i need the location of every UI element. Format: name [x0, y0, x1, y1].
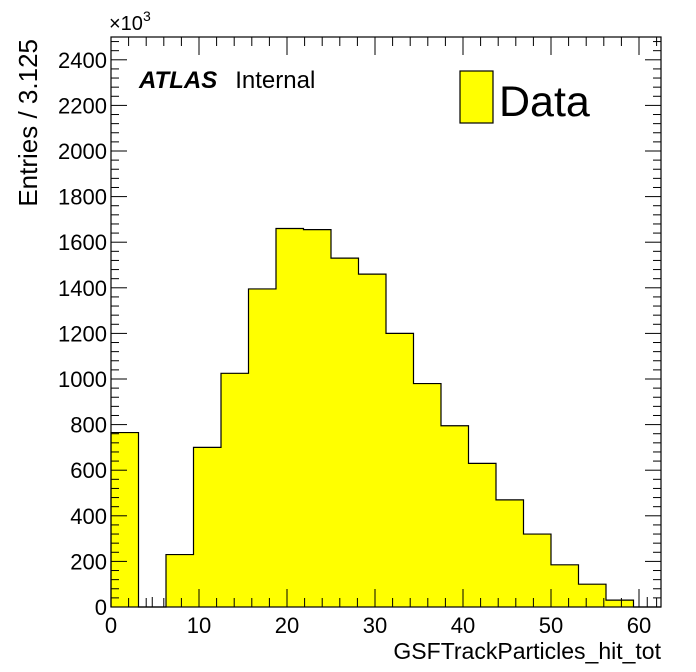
atlas-label-status: Internal: [235, 67, 315, 94]
x-tick-label: 50: [539, 613, 563, 638]
histogram-bar: [111, 432, 139, 607]
histogram-bar: [193, 447, 221, 607]
histogram-bar: [496, 499, 524, 607]
x-tick-label: 30: [363, 613, 387, 638]
y-axis-label: Entries / 3.125: [13, 39, 43, 207]
y-tick-label: 800: [70, 413, 107, 438]
histogram-bar: [468, 463, 496, 607]
legend: Data: [459, 70, 590, 126]
histogram-bar: [578, 584, 606, 607]
x-tick-label: 0: [105, 613, 117, 638]
histogram-bar: [523, 534, 551, 607]
x-axis-ticks: 0 10 20 30 40 50 60: [105, 37, 658, 638]
histogram-outline: [110, 227, 661, 608]
y-tick-label: 600: [70, 458, 107, 483]
y-tick-label: 2200: [58, 93, 107, 118]
histogram-bar: [276, 228, 304, 607]
y-tick-label: 1000: [58, 367, 107, 392]
y-tick-label: 1400: [58, 276, 107, 301]
x-tick-label: 10: [187, 613, 211, 638]
x-axis-label: GSFTrackParticles_hit_tot: [393, 638, 661, 664]
histogram-bar: [606, 600, 634, 607]
histogram-bar: [441, 425, 469, 607]
histogram-bar: [221, 373, 249, 607]
histogram-bar: [551, 564, 579, 607]
y-tick-label: 1600: [58, 230, 107, 255]
x-tick-label: 20: [275, 613, 299, 638]
atlas-label-bold: ATLAS: [138, 67, 217, 94]
y-tick-label: 0: [95, 595, 107, 620]
x-tick-label: 40: [451, 613, 475, 638]
y-tick-label: 2000: [58, 139, 107, 164]
y-tick-label: 200: [70, 549, 107, 574]
y-tick-label: 1200: [58, 321, 107, 346]
histogram-bars: [110, 227, 661, 608]
histogram-bar: [303, 229, 331, 607]
histogram-bar: [248, 288, 276, 607]
x-tick-label: 60: [627, 613, 651, 638]
y-tick-label: 400: [70, 504, 107, 529]
y-axis-exponent: ×103: [109, 8, 151, 35]
histogram-bar: [358, 274, 386, 607]
legend-label: Data: [499, 78, 590, 126]
histogram-bar: [331, 258, 359, 607]
plot-frame: [110, 36, 662, 608]
histogram-bar: [386, 333, 414, 607]
atlas-label: ATLAS Internal: [138, 67, 315, 94]
histogram-bar: [166, 554, 194, 607]
legend-swatch: [459, 70, 494, 124]
y-tick-label: 1800: [58, 185, 107, 210]
histogram-bar: [413, 383, 441, 607]
y-axis-ticks: 0 200 400 600 800 1000 1200 1400 1600 1800 2000 220…: [58, 41, 661, 620]
y-tick-label: 2400: [58, 48, 107, 73]
